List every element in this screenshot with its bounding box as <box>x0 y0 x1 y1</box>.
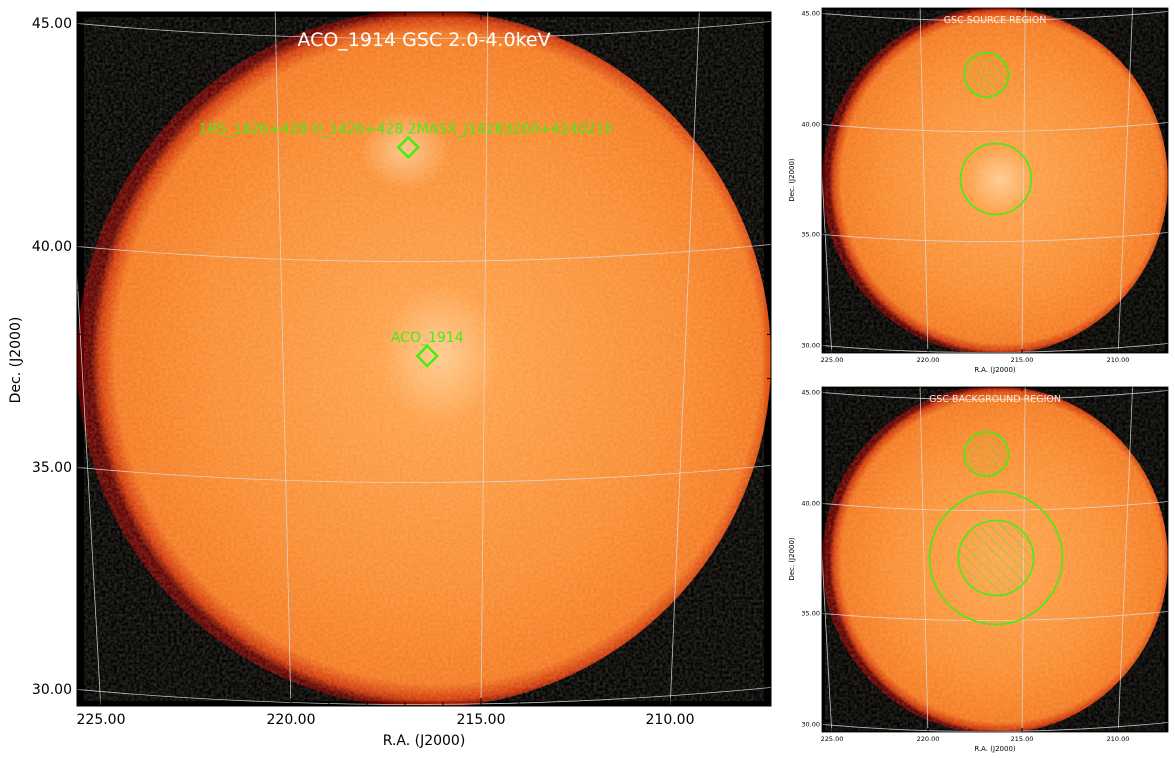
x-tick-label: 215.00 <box>1011 735 1034 743</box>
x-tick-label: 210.00 <box>1107 735 1130 743</box>
dec-grid-line <box>77 465 771 483</box>
y-tick-label: 35.00 <box>801 230 820 238</box>
dec-grid-line <box>822 390 1168 400</box>
dec-grid-line <box>822 11 1168 21</box>
excluded-region-hatch <box>958 520 1034 596</box>
excluded-region-circle <box>957 519 1035 597</box>
ra-grid-line <box>77 267 102 706</box>
excluded-region-hatch <box>964 431 1009 477</box>
x-tick-label: 220.00 <box>267 712 316 728</box>
ra-grid-line <box>669 12 700 706</box>
background-plot-frame <box>821 386 1169 733</box>
main-y-axis-label: Dec. (J2000) <box>8 317 24 404</box>
x-tick-label: 225.00 <box>77 712 126 728</box>
main-title: ACO_1914 GSC 2.0-4.0keV <box>297 29 550 51</box>
y-tick-label: 30.00 <box>801 341 820 349</box>
main-cluster-glow <box>380 285 500 425</box>
background-x-axis-label: R.A. (J2000) <box>974 745 1016 753</box>
source-title: GSC SOURCE REGION <box>944 15 1047 26</box>
excluded-region-hatch <box>964 52 1009 98</box>
ra-grid-line <box>1117 387 1133 732</box>
ra-grid-line <box>1117 8 1133 353</box>
background-y-axis-label: Dec. (J2000) <box>788 537 796 581</box>
ra-grid-line <box>1021 8 1026 353</box>
extraction-region-circle <box>959 142 1033 216</box>
y-tick-label: 40.00 <box>801 120 820 128</box>
main-source-glow <box>360 110 450 190</box>
main-plot-frame <box>76 11 772 707</box>
x-tick-label: 225.00 <box>821 356 844 364</box>
source-coordinate-grid <box>822 8 1168 353</box>
extraction-region-circle <box>928 490 1064 626</box>
dec-grid-line <box>822 611 1168 621</box>
dec-grid-line <box>822 343 1168 353</box>
dec-grid-line <box>822 722 1168 732</box>
y-tick-label: 45.00 <box>801 9 820 17</box>
x-tick-label: 220.00 <box>917 735 940 743</box>
x-tick-label: 220.00 <box>917 356 940 364</box>
y-tick-label: 40.00 <box>32 239 72 255</box>
dec-grid-line <box>822 232 1168 242</box>
x-tick-label: 215.00 <box>457 712 506 728</box>
y-tick-label: 30.00 <box>801 720 820 728</box>
excluded-region-circle <box>963 431 1010 477</box>
y-tick-label: 45.00 <box>32 16 72 32</box>
source-cluster-glow <box>968 148 1032 212</box>
main-ticks: 225.00 220.00 215.00 210.00 45.00 40.00 35.00 3… <box>32 12 771 728</box>
background-title: GSC BACKGROUND REGION <box>929 394 1061 405</box>
source-x-axis-label: R.A. (J2000) <box>974 366 1016 374</box>
main-x-axis-label: R.A. (J2000) <box>383 733 466 749</box>
dec-grid-line <box>77 687 771 705</box>
ra-grid-line <box>919 387 929 732</box>
source-plot-frame <box>821 7 1169 354</box>
source-diamond-marker <box>415 344 439 368</box>
ra-grid-line <box>274 12 292 706</box>
main-panel: 225.00 220.00 215.00 210.00 45.00 40.00 35.00 3… <box>8 11 772 749</box>
excluded-region-circle <box>963 52 1010 98</box>
source-image <box>822 8 1168 353</box>
y-tick-label: 30.00 <box>32 682 72 698</box>
dec-grid-line <box>77 244 771 262</box>
source-ticks: 225.00 220.00 215.00 210.00 45.00 40.00 35.00 3… <box>801 8 1168 364</box>
main-markers: 1RS_1426+428 H_1426+428 2MASX_J14283260+… <box>199 121 614 368</box>
dec-grid-line <box>822 122 1168 132</box>
x-tick-label: 215.00 <box>1011 356 1034 364</box>
background-region-panel: 225.00 220.00 215.00 210.00 45.00 40.00 35.00 3… <box>788 386 1169 753</box>
main-coordinate-grid <box>77 12 771 706</box>
source-diamond-marker <box>396 135 421 160</box>
dec-grid-line <box>77 21 771 39</box>
x-tick-label: 225.00 <box>821 735 844 743</box>
ra-grid-line <box>919 8 929 353</box>
y-tick-label: 40.00 <box>801 499 820 507</box>
background-regions <box>928 431 1064 626</box>
ra-grid-line <box>480 12 489 706</box>
marker-label: 1RS_1426+428 H_1426+428 2MASX_J14283260+… <box>199 121 614 137</box>
background-ticks: 225.00 220.00 215.00 210.00 45.00 40.00 35.00 3… <box>801 387 1168 743</box>
source-region-panel: 225.00 220.00 215.00 210.00 45.00 40.00 35.00 3… <box>788 7 1169 374</box>
x-tick-label: 210.00 <box>1107 356 1130 364</box>
source-regions <box>959 52 1033 216</box>
y-tick-label: 35.00 <box>32 460 72 476</box>
dec-grid-line <box>822 501 1168 511</box>
source-y-axis-label: Dec. (J2000) <box>788 158 796 202</box>
y-tick-label: 45.00 <box>801 388 820 396</box>
marker-label: ACO_1914 <box>391 330 464 346</box>
y-tick-label: 35.00 <box>801 609 820 617</box>
main-image <box>77 12 771 706</box>
x-tick-label: 210.00 <box>646 712 695 728</box>
